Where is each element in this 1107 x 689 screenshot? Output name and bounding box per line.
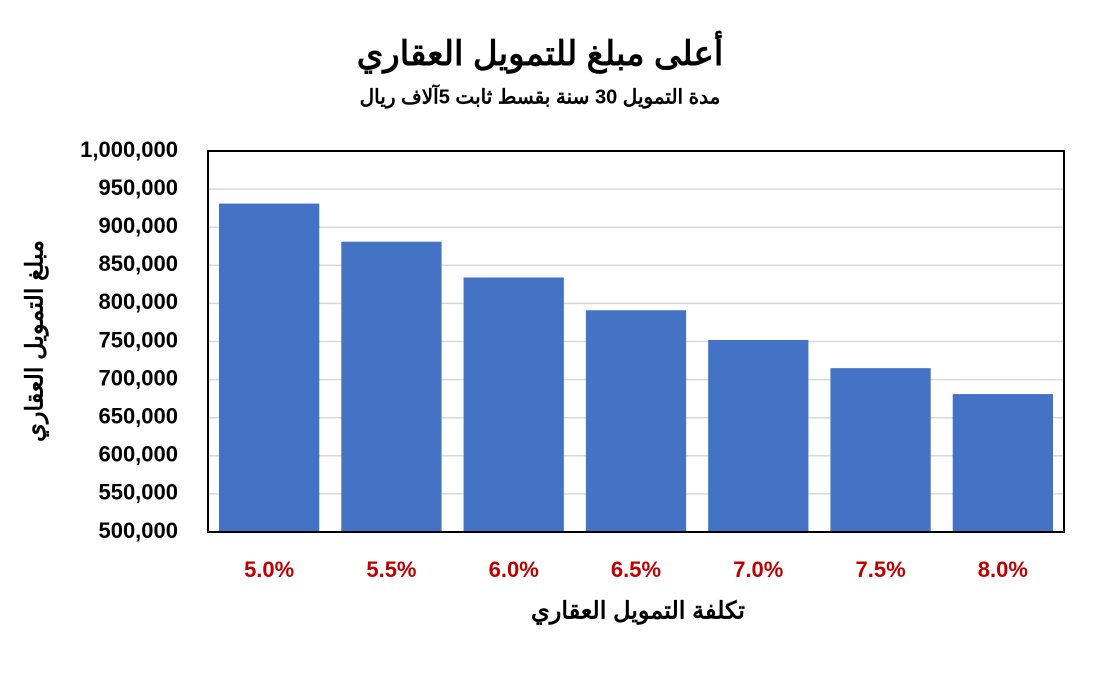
y-axis-label: مبلغ التمويل العقاري [21, 240, 49, 442]
bar [463, 277, 564, 532]
y-tick-label: 800,000 [98, 289, 178, 314]
y-tick-label: 700,000 [98, 365, 178, 390]
plot-border [207, 150, 1065, 533]
bar [341, 241, 442, 533]
y-tick-label: 950,000 [98, 175, 178, 200]
x-tick-label: 5.5% [366, 557, 416, 582]
y-tick-label: 500,000 [98, 518, 178, 543]
bar [952, 394, 1053, 532]
y-tick-label: 1,000,000 [80, 137, 178, 162]
chart-title: أعلى مبلغ للتمويل العقاري [357, 31, 724, 74]
bar [708, 339, 809, 532]
bar [585, 310, 687, 532]
y-tick-label: 750,000 [98, 327, 178, 352]
y-tick-label: 600,000 [98, 442, 178, 467]
y-tick-label: 550,000 [98, 480, 178, 505]
x-tick-label: 7.0% [733, 557, 783, 582]
y-tick-label: 900,000 [98, 213, 178, 238]
x-tick-label: 6.5% [611, 557, 661, 582]
chart-subtitle: مدة التمويل 30 سنة بقسط ثابت 5آلاف ريال [360, 83, 721, 109]
x-tick-label: 6.0% [489, 557, 539, 582]
x-tick-label: 8.0% [978, 557, 1028, 582]
bar [219, 203, 320, 532]
bar [830, 368, 931, 532]
y-tick-label: 850,000 [98, 251, 178, 276]
y-tick-label: 650,000 [98, 404, 178, 429]
x-axis-label: تكلفة التمويل العقاري [531, 597, 745, 625]
x-tick-label: 7.5% [855, 557, 905, 582]
x-tick-label: 5.0% [244, 557, 294, 582]
